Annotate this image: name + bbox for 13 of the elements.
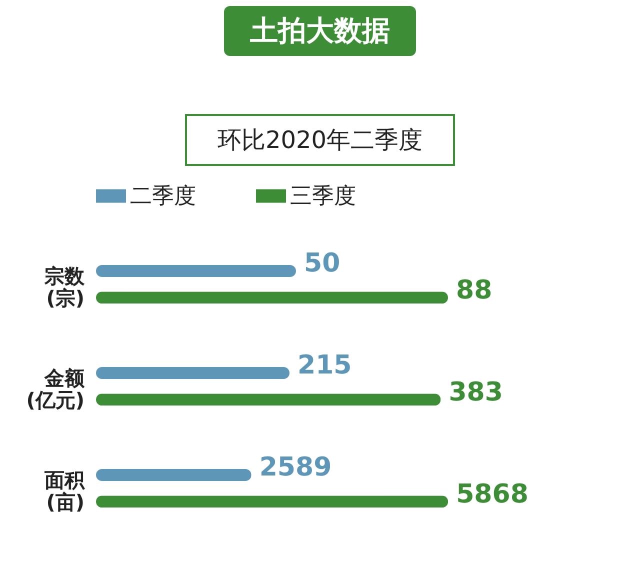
data-label: 215: [298, 350, 352, 381]
data-label: 88: [456, 275, 492, 306]
data-label: 383: [448, 377, 503, 408]
chart-subtitle: 环比2020年二季度: [185, 114, 455, 166]
data-label: 2589: [259, 452, 332, 483]
y-tick-label: 金额 (亿元): [26, 366, 86, 412]
data-label: 50: [304, 248, 340, 279]
y-tick-label: 宗数 (宗): [44, 264, 86, 310]
y-tick-label: 面积 (亩): [44, 468, 86, 514]
legend-label: 二季度: [130, 184, 196, 209]
legend-label: 三季度: [290, 184, 356, 209]
data-label: 5868: [456, 479, 528, 510]
chart-title: 土拍大数据: [224, 6, 416, 56]
